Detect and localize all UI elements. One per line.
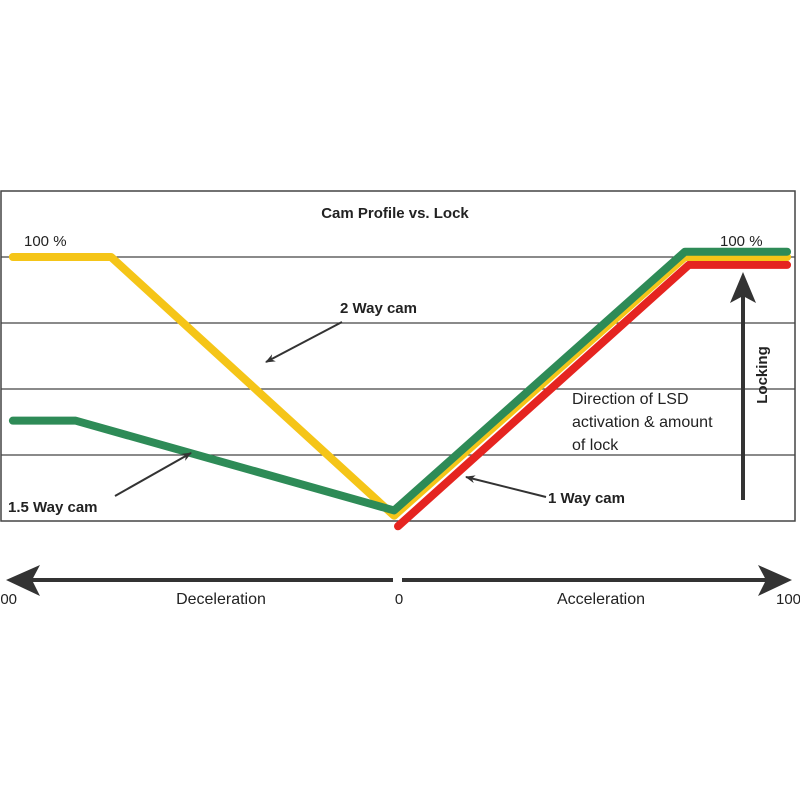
gridlines — [1, 256, 795, 456]
y-top-label-right: 100 % — [720, 233, 763, 250]
direction-text-line-2: activation & amount — [572, 414, 713, 431]
locking-arrowhead — [730, 272, 756, 303]
series-label-1-5-way: 1.5 Way cam — [8, 499, 98, 516]
series-lines — [8, 247, 792, 531]
y-top-label-left: 100 % — [24, 233, 67, 250]
x-tick-left: 100 — [0, 591, 17, 608]
series-line-1-5-way-cam — [8, 247, 792, 515]
x-label-acceleration: Acceleration — [557, 591, 645, 608]
deceleration-arrowhead — [6, 565, 40, 596]
locking-label: Locking — [754, 346, 771, 404]
series-label-1-way: 1 Way cam — [548, 490, 625, 507]
series-line-2-way-cam — [8, 253, 792, 520]
x-tick-right: 100 — [776, 591, 800, 608]
x-label-deceleration: Deceleration — [176, 591, 266, 608]
x-tick-center: 0 — [395, 591, 403, 608]
series-label-2-way: 2 Way cam — [340, 300, 417, 317]
label-arrow-2-way — [265, 321, 343, 363]
series-line-1-way-cam — [394, 260, 792, 531]
acceleration-arrowhead — [758, 565, 792, 596]
direction-text-line-1: Direction of LSD — [572, 391, 689, 408]
plot-frame — [0, 190, 796, 522]
label-arrow-1-way — [465, 475, 547, 498]
direction-text-line-3: of lock — [572, 437, 619, 454]
chart-title: Cam Profile vs. Lock — [321, 205, 469, 222]
label-arrow-1-5-way — [114, 452, 192, 497]
